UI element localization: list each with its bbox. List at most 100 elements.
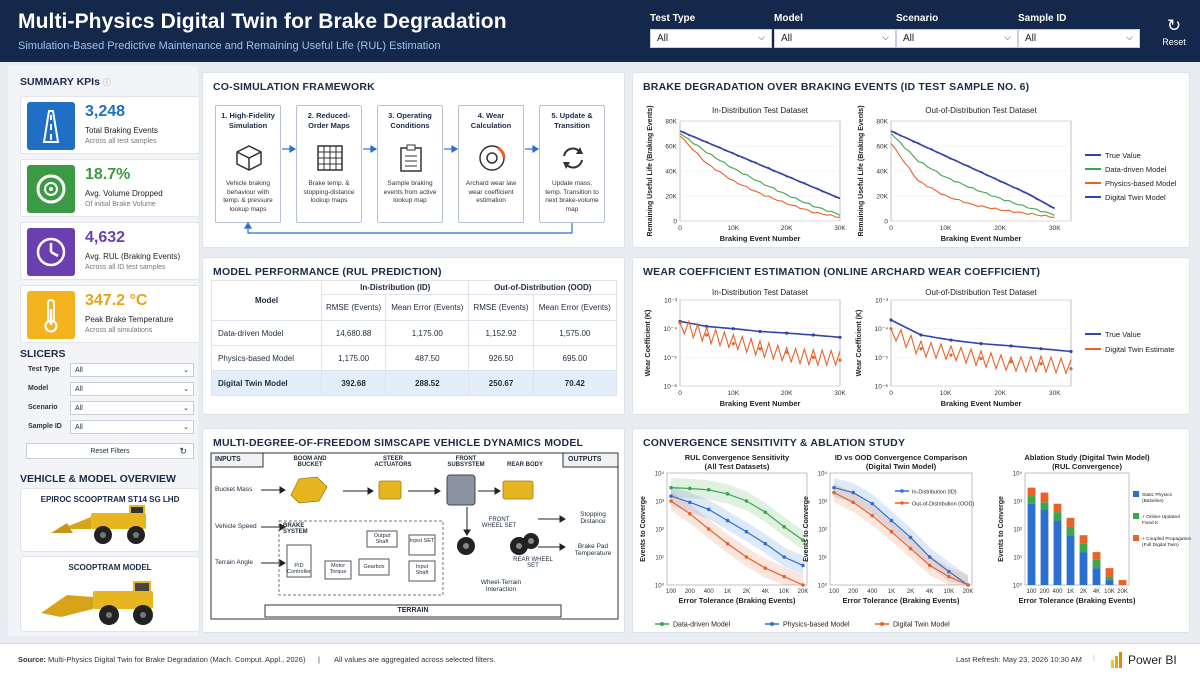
output-brake-pad-temp: Brake Pad Temperature <box>574 543 612 557</box>
reset-button[interactable]: ↻ Reset <box>1156 17 1192 48</box>
confidence-band <box>671 478 803 550</box>
slicer-test-type[interactable]: Test Type All ⌄ <box>26 363 196 377</box>
x-tick-label: 400 <box>1052 589 1063 595</box>
filter-sample-id[interactable]: Sample ID All ⌵ <box>1018 13 1140 48</box>
slicer-sample-id[interactable]: Sample ID All ⌄ <box>26 420 196 434</box>
reset-filters-button[interactable]: Reset Filters ↻ <box>26 443 194 459</box>
bar--coupled-propagation-full-digital-twin- <box>1053 503 1062 513</box>
legend-label: Physics-based Model <box>783 622 850 629</box>
cell-model: Physics-based Model <box>211 345 322 371</box>
data-point <box>744 499 749 503</box>
kpi-sublabel: Across all simulations <box>85 327 153 334</box>
chevron-down-icon: ⌄ <box>183 386 189 393</box>
filter-scenario[interactable]: Scenario All ⌵ <box>896 13 1018 48</box>
front-wheel-set-label: FRONT WHEEL SET <box>481 517 517 529</box>
data-point <box>669 494 673 498</box>
model-image-card: SCOOPTRAM MODEL <box>20 556 200 632</box>
data-point <box>870 501 875 506</box>
source-text: Multi-Physics Digital Twin for Brake Deg… <box>48 655 306 664</box>
x-tick-label: 10K <box>1104 589 1115 595</box>
cell: 1,175.00 <box>320 345 387 371</box>
cell: 392.68 <box>320 370 387 396</box>
plot-area <box>666 472 808 586</box>
y-tick-label: 10⁻³ <box>875 298 889 305</box>
data-point <box>688 500 692 505</box>
overview-title: VEHICLE & MODEL OVERVIEW <box>20 473 176 485</box>
filter-dropdown[interactable]: All ⌵ <box>774 29 896 48</box>
step-wear-calculation: 4. Wear Calculation Archard wear law wea… <box>458 105 524 223</box>
data-point <box>832 485 836 490</box>
cell: 1,575.00 <box>532 320 618 346</box>
slicer-dropdown[interactable]: All ⌄ <box>70 363 194 377</box>
step-title: 4. Wear Calculation <box>470 111 512 130</box>
x-axis-label: Braking Event Number <box>941 399 1022 408</box>
info-icon[interactable]: ⓘ <box>102 78 111 87</box>
data-point <box>706 507 711 512</box>
filter-dropdown[interactable]: All ⌵ <box>650 29 772 48</box>
step-title: 1. High-Fidelity Simulation <box>221 111 275 130</box>
chevron-down-icon: ⌄ <box>183 367 189 374</box>
y-axis-label: Events to Converge <box>803 496 810 562</box>
x-tick-label: 10K <box>944 589 955 595</box>
slicer-dropdown[interactable]: All ⌄ <box>70 420 194 434</box>
x-axis-label: Braking Event Number <box>941 234 1022 243</box>
x-tick-label: 20K <box>994 390 1006 397</box>
filter-test-type[interactable]: Test Type All ⌵ <box>650 13 772 48</box>
step-desc: Vehicle braking behaviour with temp. & p… <box>223 180 273 213</box>
x-axis-label: Error Tolerance (Braking Events) <box>1019 596 1136 605</box>
slicer-scenario[interactable]: Scenario All ⌄ <box>26 401 196 415</box>
x-tick-label: 2K <box>743 589 750 595</box>
boom-bucket-label: BOOM AND BUCKET <box>293 456 327 468</box>
slicer-dropdown[interactable]: All ⌄ <box>70 382 194 396</box>
x-tick-label: 20K <box>781 225 793 232</box>
slicer-dropdown[interactable]: All ⌄ <box>70 401 194 415</box>
slicer-model[interactable]: Model All ⌄ <box>26 382 196 396</box>
grid-icon <box>317 145 343 171</box>
col-header-mean-error: Mean Error (Events) <box>532 294 618 321</box>
dynamics-diagram <box>210 452 619 620</box>
kpi-value: 3,248 <box>85 103 126 120</box>
chevron-down-icon: ⌵ <box>758 32 765 42</box>
data-point <box>706 527 711 531</box>
bar--coupled-propagation-full-digital-twin- <box>1105 568 1114 577</box>
step-reduced-order: 2. Reduced-Order Maps Brake temp. & stop… <box>296 105 362 223</box>
kpi-card-braking-events: 3,248 Total Braking Events Across all te… <box>20 96 200 154</box>
filter-dropdown[interactable]: All ⌵ <box>896 29 1018 48</box>
x-axis-label: Error Tolerance (Braking Events) <box>843 596 960 605</box>
filter-model[interactable]: Model All ⌵ <box>774 13 896 48</box>
data-point <box>744 529 749 534</box>
x-tick-label: 20K <box>1117 589 1128 595</box>
chart-subtitle: Out-of-Distribution Test Dataset <box>925 106 1037 115</box>
x-axis-label: Error Tolerance (Braking Events) <box>679 596 796 605</box>
y-tick-label: 10² <box>655 528 664 534</box>
wear-panel: WEAR COEFFICIENT ESTIMATION (ONLINE ARCH… <box>632 257 1190 415</box>
x-tick-label: 4K <box>926 589 933 595</box>
filter-dropdown[interactable]: All ⌵ <box>1018 29 1140 48</box>
x-tick-label: 20K <box>994 225 1006 232</box>
kpi-section-title: SUMMARY KPIs ⓘ <box>20 76 111 88</box>
y-tick-label: 60K <box>665 144 677 151</box>
kpi-sublabel: Across all ID test samples <box>85 264 166 271</box>
kpi-label: Total Braking Events <box>85 126 158 135</box>
wheel-terrain-label: Wheel-Terrain Interaction <box>480 579 522 593</box>
kpi-label: Avg. Volume Dropped <box>85 189 163 198</box>
col-group-ood: Out-of-Distribution (OOD) <box>468 280 617 295</box>
legend-label: Data-driven Model <box>1105 165 1167 174</box>
y-tick-label: 10² <box>1013 528 1022 534</box>
x-tick-label: 100 <box>829 589 840 595</box>
series-line-out-of-distribution-ood- <box>833 492 969 586</box>
output-stopping-distance: Stopping Distance <box>580 511 606 525</box>
x-tick-label: 1K <box>724 589 731 595</box>
data-point <box>1039 362 1043 366</box>
cell: 926.50 <box>468 345 534 371</box>
chevron-down-icon: ⌄ <box>183 405 189 412</box>
bar--online-updated-fixed-k <box>1053 512 1062 521</box>
kpi-value: 4,632 <box>85 229 126 246</box>
y-tick-label: 10⁻³ <box>664 298 678 305</box>
data-point <box>731 327 735 331</box>
kpi-sublabel: Of initial Brake Volume <box>85 201 156 208</box>
dynamics-panel: MULTI-DEGREE-OF-FREEDOM SIMSCAPE VEHICLE… <box>202 428 625 633</box>
footer-bar: Source: Multi-Physics Digital Twin for B… <box>0 643 1200 675</box>
bar--online-updated-fixed-k <box>1066 526 1075 536</box>
data-point <box>889 529 894 534</box>
